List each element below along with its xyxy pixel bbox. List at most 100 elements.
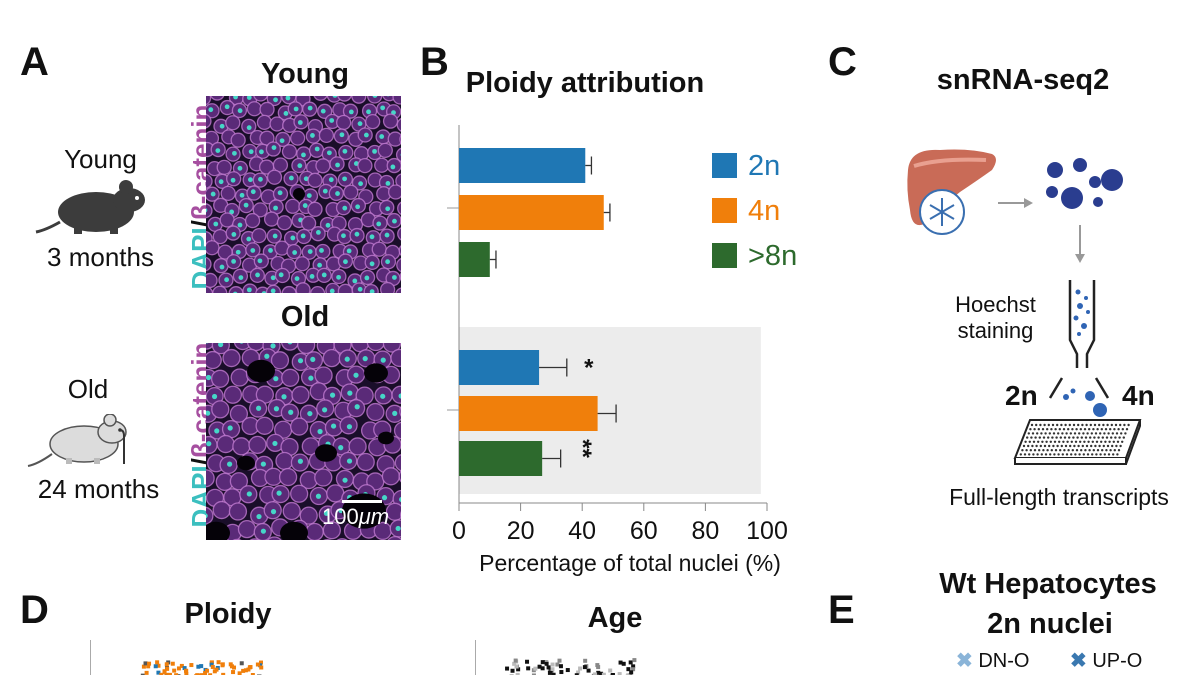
nucleus bbox=[237, 165, 243, 171]
cell-membrane bbox=[305, 522, 324, 540]
umap-point bbox=[165, 666, 170, 671]
umap-point bbox=[547, 670, 552, 675]
cell-membrane bbox=[232, 538, 242, 540]
x-axis-label: Percentage of total nuclei (%) bbox=[479, 550, 781, 576]
cell-membrane bbox=[211, 400, 230, 419]
plate-well bbox=[1056, 423, 1059, 427]
nucleus bbox=[293, 106, 299, 112]
scale-value: 100 bbox=[322, 504, 359, 529]
umap-point bbox=[172, 668, 177, 673]
plate-well bbox=[1074, 440, 1078, 443]
plate-well bbox=[1095, 453, 1098, 456]
plate-well bbox=[1084, 436, 1088, 439]
wt-hepatocytes-title: Wt Hepatocytes bbox=[939, 568, 1157, 600]
plate-well bbox=[1047, 423, 1050, 427]
nucleus bbox=[256, 513, 262, 520]
legend-swatch-2n bbox=[712, 153, 737, 178]
nucleus bbox=[353, 372, 359, 378]
umap-point bbox=[229, 664, 234, 669]
plate-well bbox=[1111, 432, 1114, 435]
plate-well bbox=[1092, 428, 1095, 431]
umap-point bbox=[167, 672, 172, 675]
umap-point bbox=[599, 671, 604, 675]
umap-point bbox=[516, 667, 521, 672]
plate-well bbox=[1061, 432, 1064, 435]
umap-point bbox=[574, 673, 579, 675]
plate-well bbox=[1075, 449, 1079, 452]
nucleus bbox=[272, 440, 278, 447]
plate-well bbox=[1061, 453, 1064, 456]
umap-point bbox=[140, 673, 145, 675]
umap-point bbox=[199, 664, 204, 669]
nucleus bbox=[297, 163, 303, 169]
umap-point bbox=[540, 666, 545, 671]
umap-point bbox=[155, 660, 160, 665]
cell-membrane bbox=[390, 348, 401, 368]
cell-membrane bbox=[300, 215, 317, 231]
cell-membrane bbox=[248, 435, 267, 455]
cell-membrane bbox=[322, 348, 341, 368]
nucleus bbox=[260, 461, 266, 467]
plate-well bbox=[1037, 440, 1040, 443]
sort-4n-label: 4n bbox=[1122, 380, 1155, 411]
umap-point bbox=[209, 660, 214, 665]
cell-membrane bbox=[244, 212, 261, 229]
cell-membrane bbox=[206, 272, 218, 289]
cell-membrane bbox=[379, 281, 396, 293]
plate-well bbox=[1033, 449, 1037, 452]
plate-well bbox=[1035, 423, 1038, 427]
cell-membrane bbox=[216, 434, 235, 454]
plate-well bbox=[1114, 436, 1117, 439]
age-umap-scatter bbox=[505, 658, 637, 675]
plate-well bbox=[1023, 453, 1027, 456]
plate-well bbox=[1058, 440, 1061, 443]
umap-point bbox=[582, 665, 587, 670]
plate-well bbox=[1060, 423, 1063, 427]
plate-well bbox=[1070, 453, 1073, 456]
umap-point bbox=[596, 665, 601, 670]
nucleus bbox=[239, 343, 244, 344]
nucleus bbox=[211, 393, 218, 400]
plate-well bbox=[1056, 444, 1059, 448]
plate-well bbox=[1035, 444, 1038, 448]
cell-membrane bbox=[272, 157, 289, 173]
plate-well bbox=[1049, 440, 1052, 443]
cell-membrane bbox=[397, 201, 401, 216]
plate-well bbox=[1087, 440, 1090, 443]
nucleus bbox=[237, 108, 243, 114]
umap-point bbox=[531, 673, 536, 675]
nucleus bbox=[369, 261, 375, 267]
plate-well bbox=[1055, 436, 1058, 439]
nucleus bbox=[246, 491, 252, 497]
umap-point bbox=[593, 672, 598, 675]
nucleus bbox=[219, 264, 225, 270]
umap-point bbox=[583, 658, 588, 663]
age-umap-title: Age bbox=[587, 602, 643, 634]
plate-well bbox=[1088, 449, 1091, 452]
plate-well bbox=[1054, 449, 1058, 452]
plate-well bbox=[1029, 449, 1032, 452]
nucleus bbox=[273, 376, 279, 382]
plate-well bbox=[1027, 444, 1030, 448]
cell-membrane bbox=[229, 404, 249, 423]
umap-point bbox=[586, 668, 591, 673]
cell-membrane bbox=[343, 184, 359, 200]
plate-well bbox=[1041, 428, 1045, 431]
panel-letter-b: B bbox=[420, 40, 449, 84]
plate-well bbox=[1089, 423, 1092, 427]
nucleus bbox=[309, 274, 315, 279]
cell-membrane bbox=[348, 437, 367, 456]
nucleus bbox=[256, 405, 262, 411]
umap-point bbox=[182, 666, 187, 671]
nucleus bbox=[352, 278, 358, 284]
nucleus bbox=[346, 424, 353, 430]
nucleus bbox=[288, 409, 294, 415]
umap-point bbox=[513, 658, 518, 663]
nucleus bbox=[380, 105, 386, 111]
umap-point bbox=[546, 665, 551, 670]
nucleus bbox=[271, 145, 277, 150]
cell-membrane bbox=[314, 366, 333, 385]
cell-membrane bbox=[253, 96, 268, 102]
nucleus bbox=[307, 410, 313, 417]
plate-well bbox=[1070, 440, 1073, 443]
